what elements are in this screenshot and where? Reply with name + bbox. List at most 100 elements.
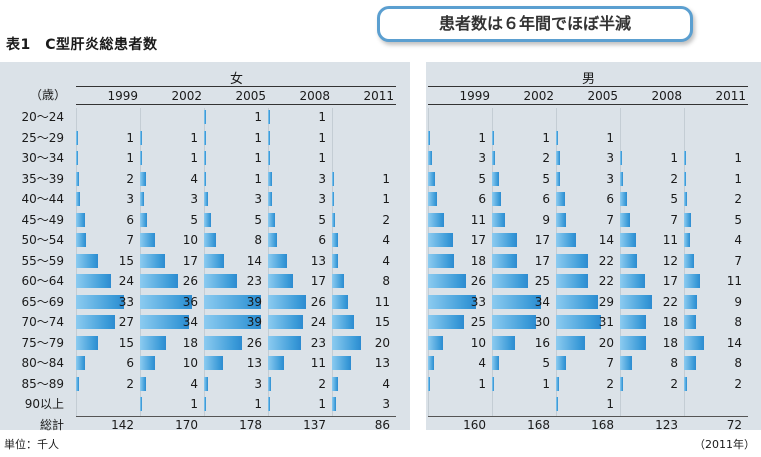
data-bar: [556, 335, 585, 350]
data-bar: [332, 376, 338, 391]
age-unit-label: （歳）: [30, 88, 67, 102]
data-bar: [140, 335, 167, 350]
data-bar: [268, 294, 306, 309]
data-bar: [268, 397, 270, 411]
data-value: 13: [310, 253, 326, 268]
data-value: 2: [382, 212, 390, 227]
data-value: 20: [374, 335, 390, 350]
data-value: 2: [606, 376, 614, 391]
data-value: 5: [190, 212, 198, 227]
data-value: 1: [190, 151, 198, 165]
year-note: （2011年）: [694, 438, 755, 451]
data-bar: [556, 151, 561, 165]
data-value: 17: [534, 233, 550, 247]
data-bar: [140, 192, 145, 206]
total-value: 170: [175, 417, 198, 432]
data-bar: [556, 356, 567, 370]
age-label: 90以上: [24, 397, 64, 411]
data-value: 26: [246, 335, 262, 350]
year-header: 2002: [171, 89, 202, 103]
data-value: 2: [734, 376, 742, 391]
data-value: 1: [318, 130, 326, 145]
data-bar: [492, 294, 542, 309]
data-value: 2: [542, 151, 550, 165]
data-value: 17: [534, 253, 550, 268]
data-bar: [556, 171, 561, 186]
data-bar: [556, 274, 588, 288]
data-value: 24: [118, 274, 134, 288]
data-value: 1: [254, 130, 262, 145]
data-value: 34: [534, 294, 550, 309]
data-value: 18: [470, 253, 486, 268]
age-label: 45～49: [21, 212, 64, 227]
data-value: 3: [318, 171, 326, 186]
data-bar: [428, 335, 443, 350]
total-value: 168: [527, 417, 550, 432]
data-bar: [76, 294, 124, 309]
data-bar: [268, 315, 303, 329]
data-value: 4: [382, 233, 390, 247]
data-bar: [332, 274, 344, 288]
data-bar: [556, 397, 558, 411]
data-value: 14: [726, 335, 742, 350]
data-bar: [620, 315, 647, 329]
data-value: 3: [318, 192, 326, 206]
data-bar: [140, 356, 155, 370]
data-value: 1: [606, 397, 614, 411]
data-value: 8: [254, 233, 262, 247]
data-bar: [556, 192, 565, 206]
data-value: 26: [470, 274, 486, 288]
year-header: 1999: [459, 89, 490, 103]
age-label: 65～69: [21, 294, 64, 309]
data-bar: [268, 233, 277, 247]
total-rule: [428, 416, 748, 417]
data-value: 5: [542, 356, 550, 370]
data-value: 15: [374, 315, 390, 329]
data-bar: [140, 151, 142, 165]
data-bar: [76, 151, 78, 165]
data-value: 15: [118, 335, 134, 350]
age-label: 80～84: [21, 356, 64, 370]
data-bar: [140, 274, 178, 288]
data-bar: [492, 192, 501, 206]
data-bar: [140, 294, 193, 309]
data-bar: [268, 192, 273, 206]
data-value: 1: [126, 130, 134, 145]
data-value: 2: [126, 376, 134, 391]
data-value: 13: [374, 356, 390, 370]
data-value: 20: [598, 335, 614, 350]
data-value: 2: [734, 192, 742, 206]
data-bar: [620, 335, 647, 350]
data-value: 39: [246, 315, 262, 329]
data-bar: [620, 192, 628, 206]
year-header: 2008: [651, 89, 682, 103]
data-value: 6: [318, 233, 326, 247]
data-value: 1: [190, 397, 198, 411]
data-bar: [140, 397, 142, 411]
data-bar: [428, 212, 444, 227]
total-label: 総計: [39, 417, 64, 432]
data-value: 1: [478, 130, 486, 145]
data-value: 3: [478, 151, 486, 165]
data-bar: [332, 356, 351, 370]
data-value: 27: [118, 315, 134, 329]
data-value: 11: [374, 294, 390, 309]
age-label: 60～64: [21, 274, 64, 288]
age-label: 55～59: [21, 253, 64, 268]
data-value: 1: [190, 130, 198, 145]
age-label: 85～89: [21, 376, 64, 391]
data-bar: [684, 294, 698, 309]
data-value: 5: [734, 212, 742, 227]
data-value: 12: [662, 253, 678, 268]
data-bar: [204, 294, 261, 309]
data-value: 2: [318, 376, 326, 391]
year-header: 2005: [235, 89, 266, 103]
data-bar: [556, 212, 567, 227]
data-value: 22: [662, 294, 678, 309]
age-label: 25～29: [21, 130, 64, 145]
data-bar: [76, 253, 98, 268]
data-value: 1: [542, 376, 550, 391]
data-value: 5: [478, 171, 486, 186]
data-value: 3: [382, 397, 390, 411]
data-bar: [76, 356, 85, 370]
